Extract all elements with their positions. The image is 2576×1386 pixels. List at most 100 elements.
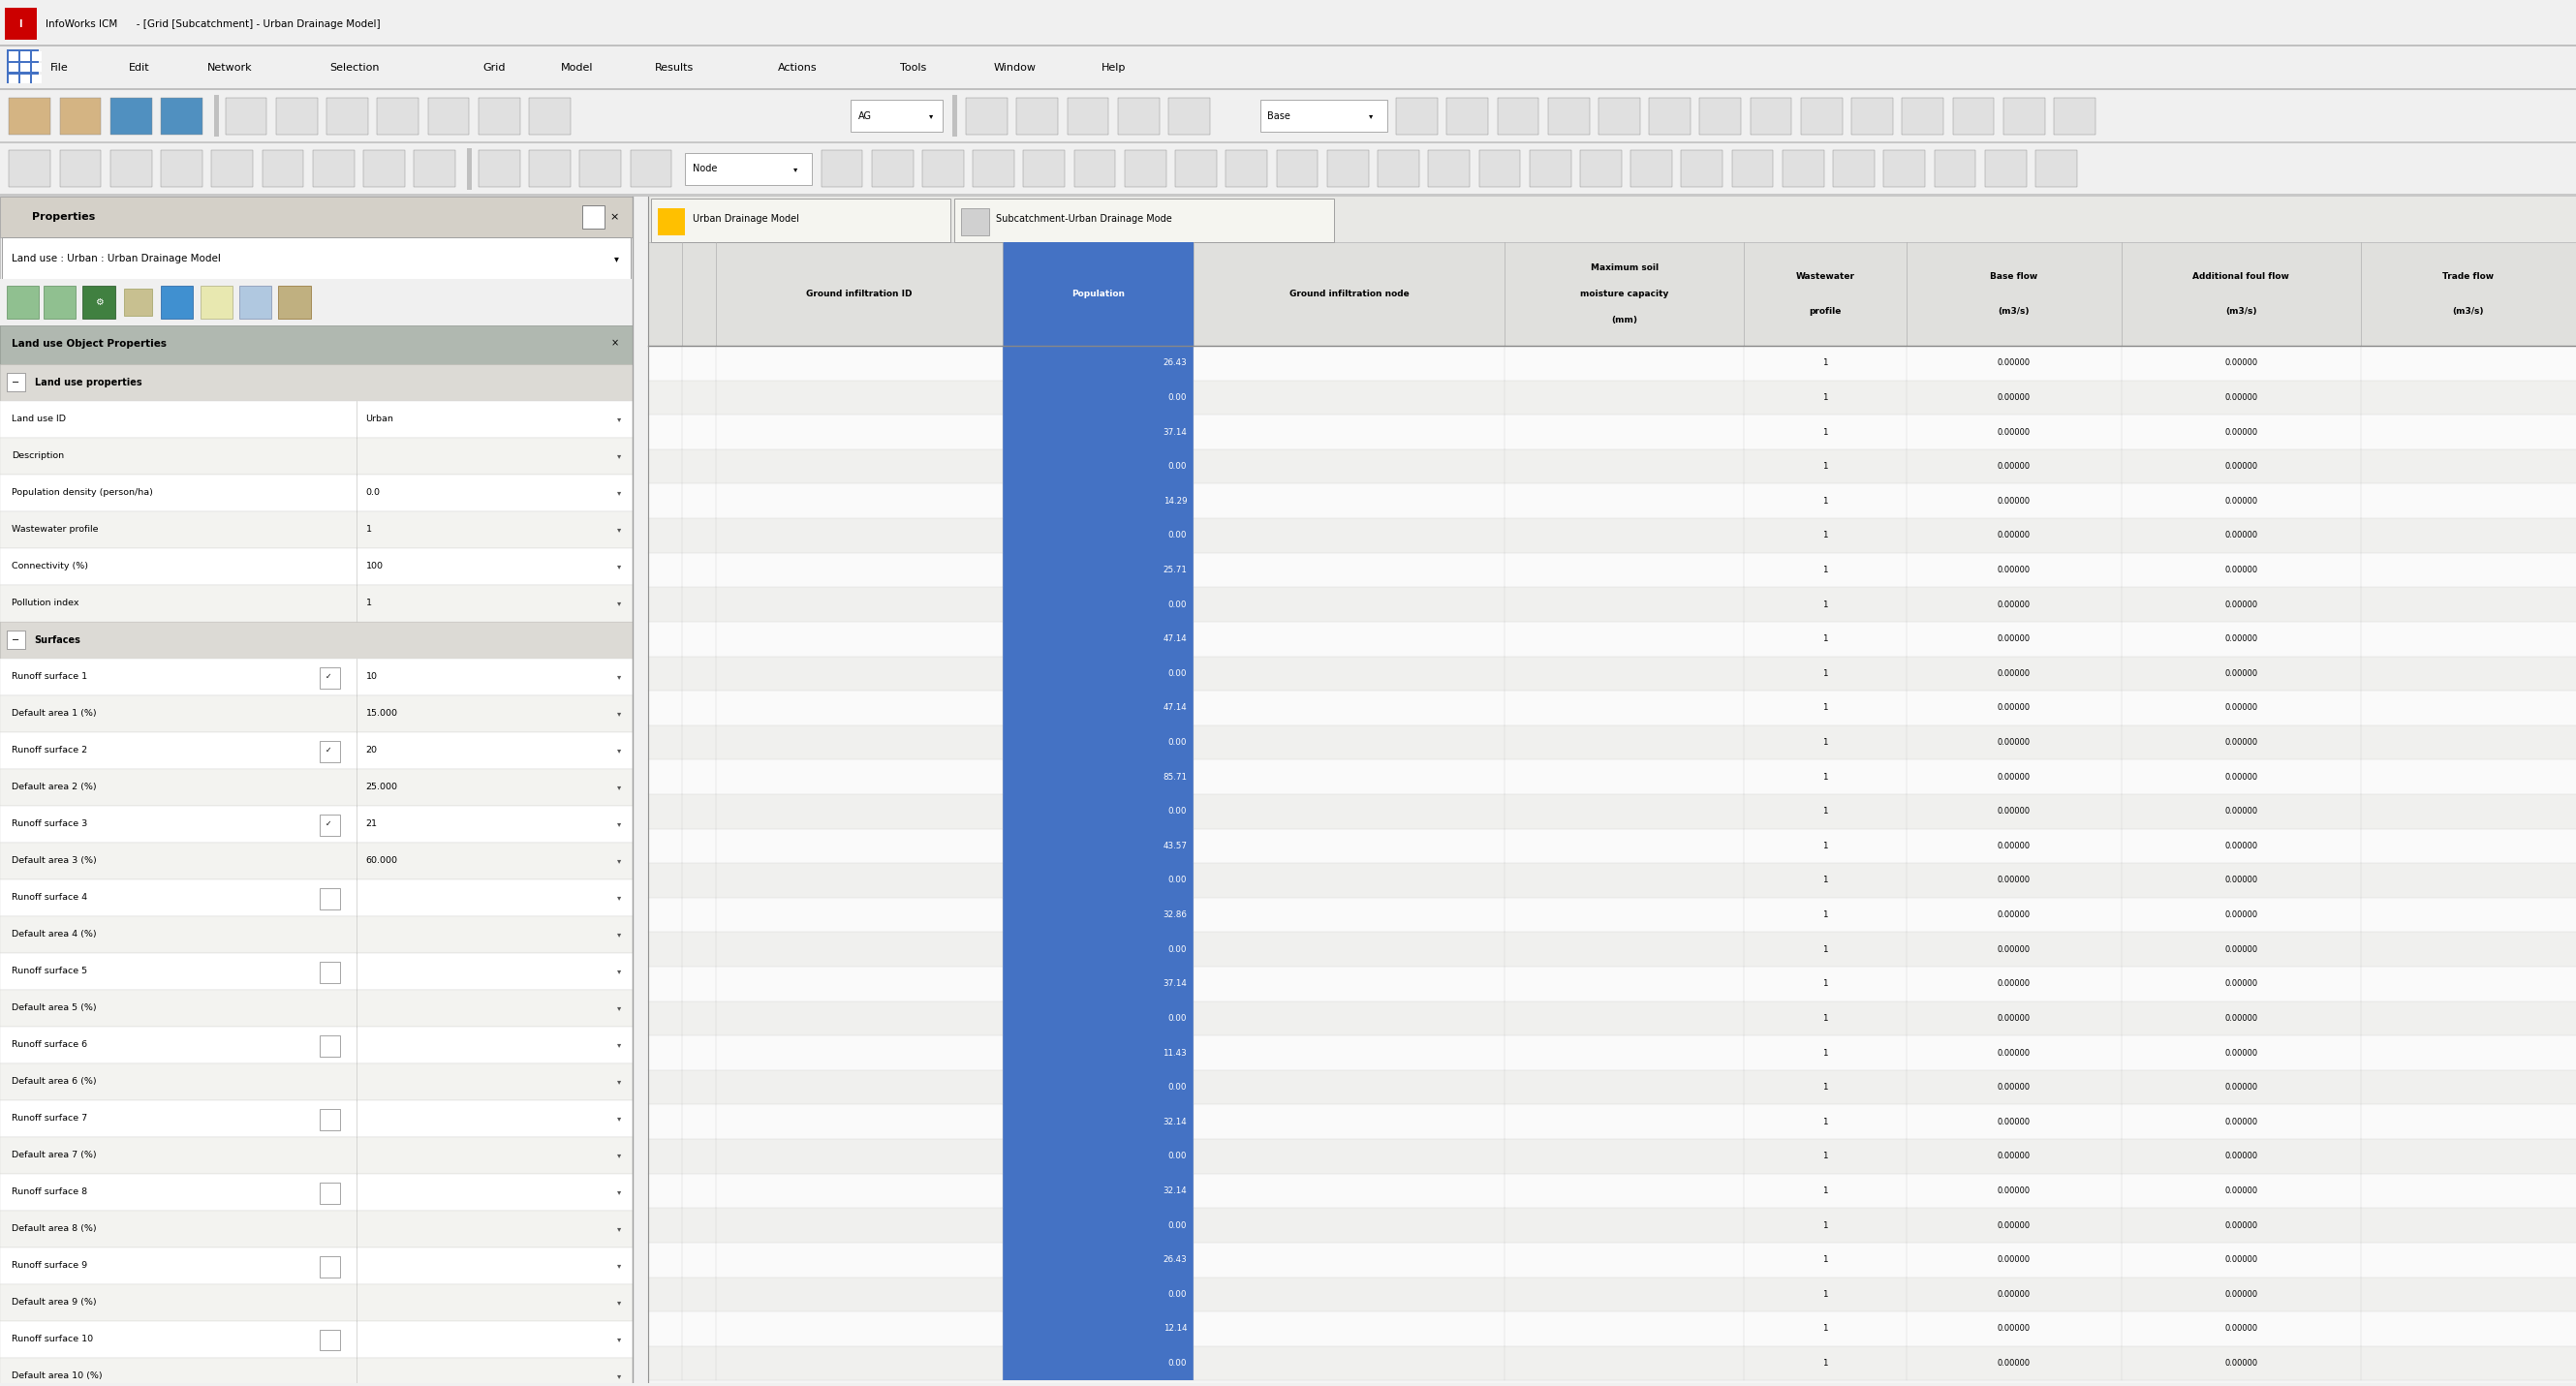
Text: Urban Drainage Model: Urban Drainage Model <box>693 215 799 225</box>
Bar <box>1731 150 1772 187</box>
Text: ▾: ▾ <box>613 254 618 263</box>
Bar <box>1002 933 1193 966</box>
Text: 0.00000: 0.00000 <box>2226 565 2257 574</box>
Text: Runoff surface 1: Runoff surface 1 <box>10 672 88 682</box>
Text: 0.00000: 0.00000 <box>1996 1082 2030 1092</box>
Bar <box>8 373 26 392</box>
Bar <box>211 150 252 187</box>
Bar <box>1002 760 1193 794</box>
Bar <box>528 97 569 134</box>
Bar <box>1126 150 1167 187</box>
Text: 25.000: 25.000 <box>366 783 397 791</box>
Bar <box>1023 150 1064 187</box>
Bar <box>0 547 634 585</box>
Text: 32.14: 32.14 <box>1162 1117 1188 1127</box>
Text: 0.00000: 0.00000 <box>1996 876 2030 884</box>
Bar <box>1002 380 1193 414</box>
Text: Runoff surface 9: Runoff surface 9 <box>10 1261 88 1270</box>
Text: 1: 1 <box>1821 428 1829 437</box>
Text: Default area 4 (%): Default area 4 (%) <box>10 930 95 938</box>
Text: 25.71: 25.71 <box>1162 565 1188 574</box>
Bar <box>1002 1346 1193 1380</box>
Bar <box>1427 150 1471 187</box>
Bar <box>1649 97 1690 134</box>
Bar <box>0 89 2576 90</box>
Text: Population density (person/ha): Population density (person/ha) <box>10 489 152 498</box>
Text: 0.00000: 0.00000 <box>2226 772 2257 782</box>
Bar <box>0 1100 634 1137</box>
Bar <box>319 1109 340 1130</box>
Bar <box>1002 449 1193 484</box>
Text: (m3/s): (m3/s) <box>2226 306 2257 316</box>
Bar <box>111 97 152 134</box>
Text: ▾: ▾ <box>616 783 621 791</box>
Bar <box>0 1063 634 1100</box>
Text: ▾: ▾ <box>1368 111 1373 121</box>
Bar <box>1548 97 1589 134</box>
Bar <box>263 150 304 187</box>
Text: 1: 1 <box>1821 531 1829 539</box>
Bar <box>111 150 152 187</box>
Text: 100: 100 <box>366 563 384 571</box>
Bar <box>376 97 417 134</box>
Bar <box>922 150 963 187</box>
Bar <box>649 863 2576 898</box>
Bar <box>649 1243 2576 1277</box>
Text: −: − <box>10 378 21 388</box>
Bar <box>214 96 219 137</box>
Bar <box>652 198 951 243</box>
Text: 0.00000: 0.00000 <box>1996 669 2030 678</box>
Text: 37.14: 37.14 <box>1162 428 1188 437</box>
Bar <box>1002 966 1193 1001</box>
Bar <box>649 414 2576 449</box>
Text: 0.00000: 0.00000 <box>1996 394 2030 402</box>
Text: Default area 3 (%): Default area 3 (%) <box>10 857 95 865</box>
Bar <box>0 1027 634 1063</box>
Bar <box>1002 588 1193 622</box>
Text: 32.14: 32.14 <box>1162 1186 1188 1195</box>
Bar <box>1170 97 1211 134</box>
Bar <box>21 51 31 61</box>
Bar <box>1631 150 1672 187</box>
Text: moisture capacity: moisture capacity <box>1579 290 1669 298</box>
Bar <box>278 286 312 319</box>
Bar <box>1479 150 1520 187</box>
Text: Runoff surface 3: Runoff surface 3 <box>10 819 88 829</box>
Bar <box>160 150 204 187</box>
Text: 0.00000: 0.00000 <box>1996 1290 2030 1299</box>
Text: 1: 1 <box>1821 945 1829 954</box>
Bar <box>0 474 634 511</box>
Bar <box>580 150 621 187</box>
Text: 1: 1 <box>1821 1186 1829 1195</box>
Text: 0.00000: 0.00000 <box>2226 945 2257 954</box>
Text: 1: 1 <box>1821 772 1829 782</box>
Text: ✓: ✓ <box>325 746 332 755</box>
Text: 1: 1 <box>1821 669 1829 678</box>
Text: 0.00000: 0.00000 <box>2226 807 2257 816</box>
Bar <box>649 1277 2576 1311</box>
Text: 47.14: 47.14 <box>1162 635 1188 643</box>
Text: 10: 10 <box>366 672 376 682</box>
Text: 0.00000: 0.00000 <box>2226 704 2257 712</box>
Text: ▾: ▾ <box>616 1003 621 1012</box>
Bar <box>0 1247 634 1283</box>
Text: ▾: ▾ <box>616 563 621 571</box>
Bar <box>31 75 41 83</box>
Bar <box>1002 243 1193 345</box>
Bar <box>649 1174 2576 1209</box>
Bar <box>319 668 340 689</box>
Bar <box>31 51 41 61</box>
Bar <box>657 208 685 236</box>
Text: ▾: ▾ <box>930 111 933 121</box>
Bar <box>1002 1174 1193 1209</box>
Text: 0.00000: 0.00000 <box>2226 462 2257 471</box>
Text: 32.86: 32.86 <box>1162 911 1188 919</box>
Bar <box>649 1105 2576 1139</box>
Text: 0.00000: 0.00000 <box>2226 1048 2257 1058</box>
Bar <box>160 97 204 134</box>
Bar <box>649 553 2576 588</box>
Bar <box>649 690 2576 725</box>
Text: Network: Network <box>206 62 252 72</box>
Text: 0.00000: 0.00000 <box>2226 1186 2257 1195</box>
Text: Grid: Grid <box>484 62 505 72</box>
